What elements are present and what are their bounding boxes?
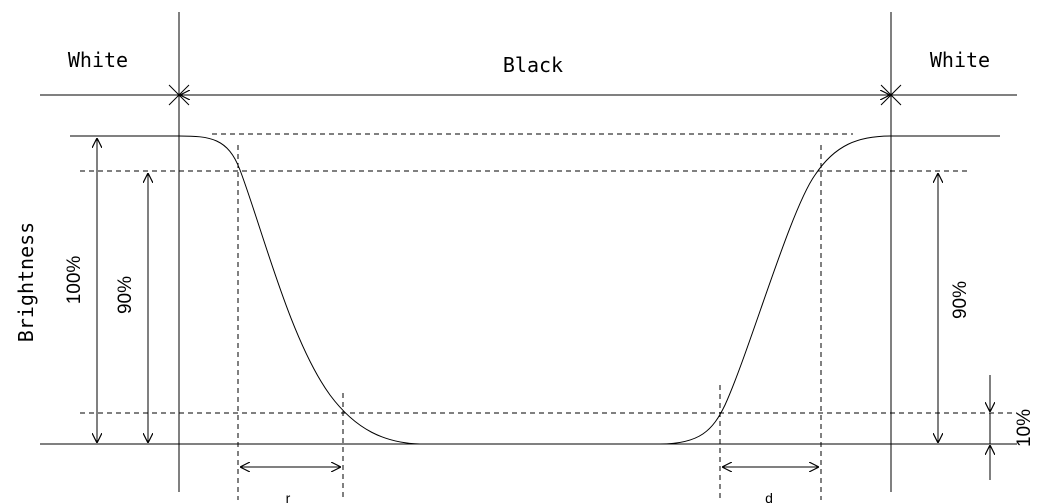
brightness-curve — [70, 135, 1000, 445]
label-tr: r — [286, 490, 291, 503]
label-white-right: White — [930, 48, 990, 72]
label-black: Black — [503, 53, 563, 77]
label-90pct-left: 90% — [115, 276, 136, 314]
label-100pct: 100% — [64, 256, 85, 305]
cross-mark-right-2 — [880, 84, 902, 106]
axis-label-brightness: Brightness — [14, 222, 38, 342]
cross-mark-left-2 — [168, 84, 190, 106]
label-white-left: White — [68, 48, 128, 72]
label-10pct: 10% — [1014, 409, 1035, 447]
label-td: d — [765, 490, 773, 503]
label-90pct-right: 90% — [950, 281, 971, 319]
